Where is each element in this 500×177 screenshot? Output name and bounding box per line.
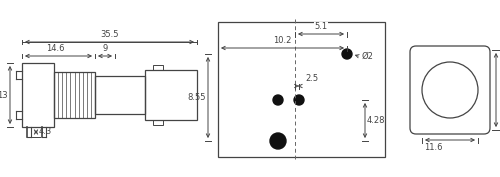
Bar (22, 63, 54, 127)
Circle shape (273, 95, 283, 105)
Text: 11.6: 11.6 (424, 143, 442, 152)
Text: Ø2: Ø2 (362, 52, 374, 61)
Text: 12.6Ø: 12.6Ø (499, 85, 500, 95)
Bar (153, 120, 163, 125)
Bar (145, 70, 197, 120)
Text: 10.2: 10.2 (274, 36, 291, 45)
Text: 13: 13 (0, 90, 8, 99)
Bar (95, 76, 145, 114)
Text: 4.28: 4.28 (367, 116, 386, 125)
Text: 9: 9 (102, 44, 108, 53)
Text: 14.6: 14.6 (46, 44, 65, 53)
Text: 4.3: 4.3 (39, 127, 52, 136)
Text: 2.5: 2.5 (305, 74, 318, 83)
Circle shape (342, 49, 352, 59)
Circle shape (270, 133, 286, 149)
Text: 35.5: 35.5 (100, 30, 119, 39)
Text: 8.55: 8.55 (188, 93, 206, 102)
Bar (153, 65, 163, 70)
Bar (54, 72, 95, 118)
Circle shape (294, 95, 304, 105)
Bar (218, 22, 385, 157)
Text: 5.1: 5.1 (314, 22, 328, 31)
